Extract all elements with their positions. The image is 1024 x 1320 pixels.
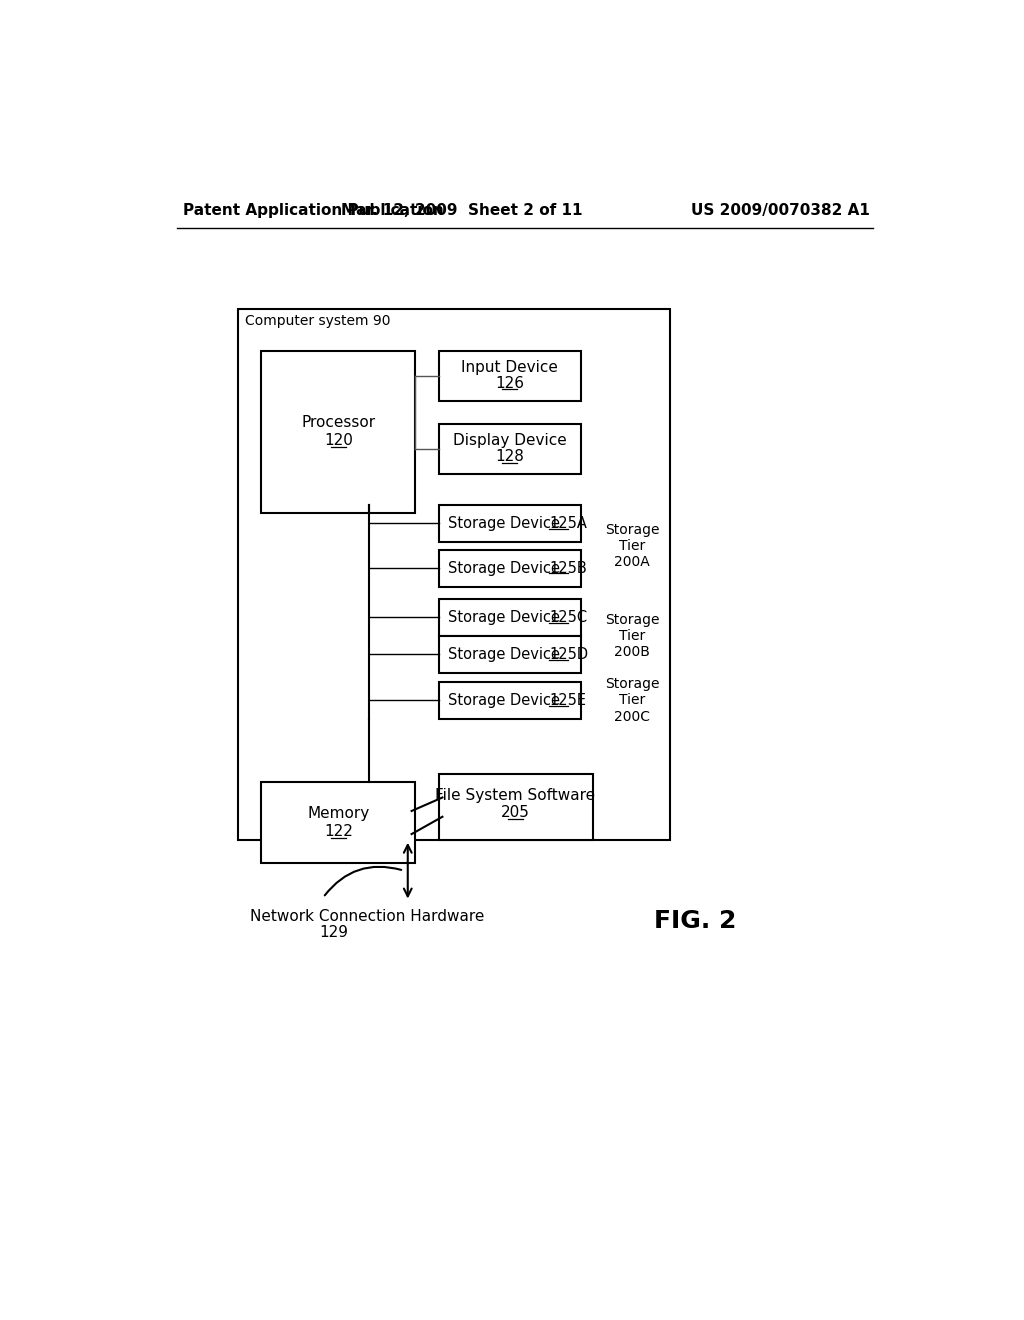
Text: 122: 122 (324, 824, 353, 840)
Text: Storage Device: Storage Device (447, 561, 564, 576)
Text: Patent Application Publication: Patent Application Publication (183, 203, 443, 218)
Bar (438, 424, 581, 474)
Text: Storage
Tier
200A: Storage Tier 200A (605, 523, 659, 569)
Text: Storage
Tier
200C: Storage Tier 200C (605, 677, 659, 723)
Text: 126: 126 (496, 376, 524, 391)
Text: Processor: Processor (301, 414, 376, 430)
Text: 125E: 125E (550, 693, 587, 708)
Text: Mar. 12, 2009  Sheet 2 of 11: Mar. 12, 2009 Sheet 2 of 11 (341, 203, 583, 218)
Text: US 2009/0070382 A1: US 2009/0070382 A1 (691, 203, 869, 218)
Text: 120: 120 (324, 433, 353, 449)
Text: Storage Device: Storage Device (447, 610, 564, 624)
Text: Storage
Tier
200B: Storage Tier 200B (605, 612, 659, 659)
Bar (438, 636, 581, 673)
Text: 205: 205 (501, 805, 530, 821)
Text: 125C: 125C (550, 610, 588, 624)
Bar (239, 309, 670, 840)
Bar (261, 781, 416, 863)
Bar (261, 351, 416, 512)
Text: Computer system 90: Computer system 90 (245, 314, 390, 327)
Bar (438, 682, 581, 719)
Text: 125B: 125B (550, 561, 588, 576)
Text: 129: 129 (319, 925, 348, 940)
Text: FIG. 2: FIG. 2 (654, 908, 736, 933)
Text: 125D: 125D (550, 647, 589, 661)
Text: Input Device: Input Device (462, 360, 558, 375)
Bar (438, 599, 581, 636)
Text: Storage Device: Storage Device (447, 647, 564, 661)
Text: Memory: Memory (307, 805, 370, 821)
Bar (438, 549, 581, 586)
Bar (438, 775, 593, 840)
Text: 125A: 125A (550, 516, 588, 531)
Text: Display Device: Display Device (453, 433, 566, 449)
Text: 128: 128 (496, 449, 524, 463)
Bar (438, 506, 581, 543)
Text: Network Connection Hardware: Network Connection Hardware (250, 909, 484, 924)
Text: Storage Device: Storage Device (447, 516, 564, 531)
Text: File System Software: File System Software (435, 788, 596, 804)
Bar (438, 351, 581, 401)
Text: Storage Device: Storage Device (447, 693, 564, 708)
